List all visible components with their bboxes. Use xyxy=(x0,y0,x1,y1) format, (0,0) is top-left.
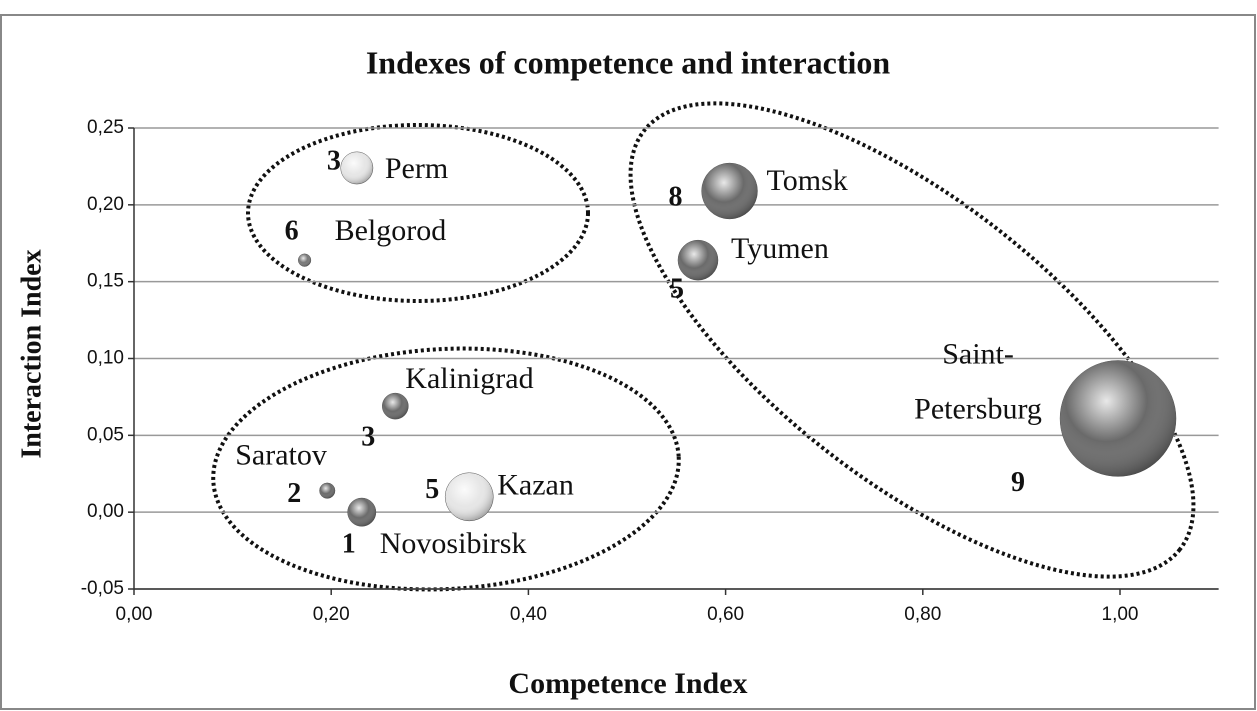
point-name: Tyumen xyxy=(731,232,829,265)
y-tick-label: 0,15 xyxy=(87,271,124,292)
point-name: Saint-Petersburg xyxy=(914,337,1042,425)
point-name: Novosibirsk xyxy=(380,527,527,560)
x-tick-label: 0,20 xyxy=(313,604,350,625)
y-axis-title: Interaction Index xyxy=(16,249,47,458)
point-name: Tomsk xyxy=(767,164,848,197)
point-name: Perm xyxy=(385,152,448,185)
x-tick-label: 1,00 xyxy=(1102,604,1139,625)
group-ellipse xyxy=(246,123,590,303)
bubble-shade xyxy=(340,151,373,185)
group-ellipse xyxy=(628,101,1196,579)
x-tick-label: 0,60 xyxy=(707,604,744,625)
x-tick-label: 0,40 xyxy=(510,604,547,625)
point-label: 3 xyxy=(327,145,341,176)
frame xyxy=(0,14,1256,710)
y-tick-label: 0,10 xyxy=(87,348,124,369)
point-label: 5 xyxy=(670,274,684,305)
y-tick-label: 0,25 xyxy=(87,117,124,138)
point-name: Belgorod xyxy=(335,214,447,247)
point-name: Kazan xyxy=(497,469,574,502)
bubble-shade xyxy=(347,498,376,527)
bubble-shade xyxy=(701,163,758,219)
point-label: 3 xyxy=(361,422,375,453)
bubble-shade xyxy=(677,240,718,281)
point-label: 9 xyxy=(1011,467,1025,498)
point-name: Kalinigrad xyxy=(405,362,533,395)
point-label: 1 xyxy=(342,529,356,560)
chart-title: Indexes of competence and interaction xyxy=(366,44,891,80)
point-label: 2 xyxy=(287,478,301,509)
point-label: 6 xyxy=(285,216,299,247)
bubble-shade xyxy=(445,472,494,521)
bubble-shade xyxy=(298,253,311,267)
y-tick-label: 0,20 xyxy=(87,194,124,215)
x-axis-title: Competence Index xyxy=(508,667,747,700)
x-tick-label: 0,00 xyxy=(116,604,153,625)
point-label: 5 xyxy=(425,474,439,505)
y-tick-label: 0,00 xyxy=(87,501,124,522)
bubble-shade xyxy=(319,482,336,499)
bubble-shade xyxy=(1060,360,1176,477)
x-tick-label: 0,80 xyxy=(904,604,941,625)
point-label: 8 xyxy=(669,181,683,212)
bubble-shade xyxy=(382,393,409,420)
y-tick-label: -0,05 xyxy=(81,578,124,599)
y-tick-label: 0,05 xyxy=(87,424,124,445)
point-name: Saratov xyxy=(235,439,327,472)
